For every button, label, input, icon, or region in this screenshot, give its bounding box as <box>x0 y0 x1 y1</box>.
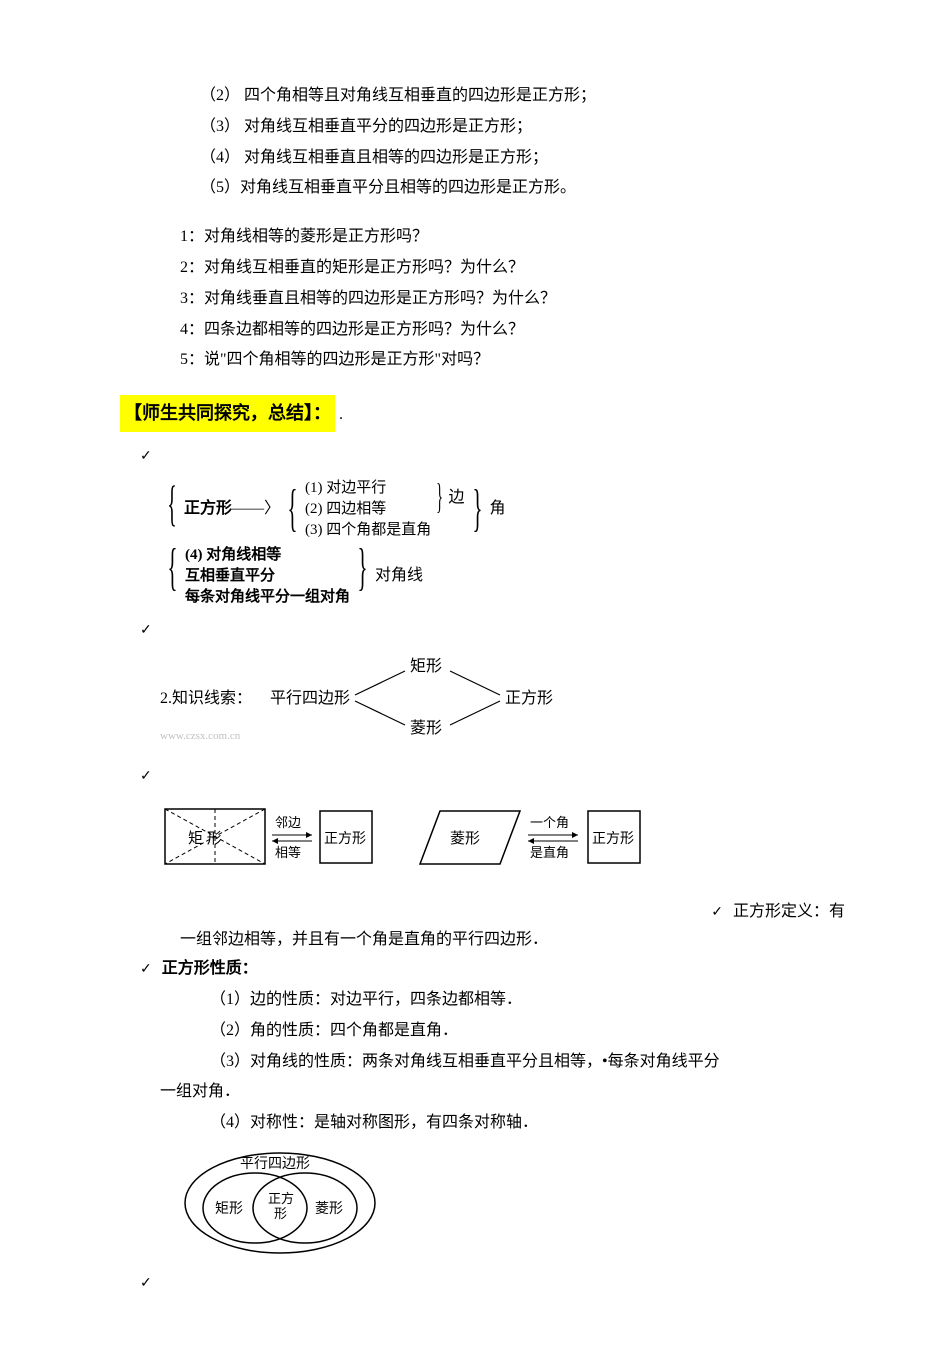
check-icon: ✓ <box>711 903 723 919</box>
rect-shape-label: 矩 形 <box>188 830 222 847</box>
rectangle-label: 矩形 <box>410 657 442 675</box>
check-row-1: ✓ <box>140 442 885 471</box>
is-right-label: 是直角 <box>530 845 569 860</box>
definition-title-row: ✓ 正方形定义：有 <box>120 898 845 927</box>
one-angle-label: 一个角 <box>530 815 569 830</box>
venn-outer-label: 平行四边形 <box>240 1156 310 1172</box>
statement-5: （5）对角线互相垂直平分且相等的四边形是正方形。 <box>200 174 885 203</box>
knowledge-prefix: 2.知识线索： <box>160 689 252 707</box>
equal-label: 相等 <box>275 845 301 860</box>
prop-5: 互相垂直平分 <box>185 566 350 587</box>
rhombus-label: 菱形 <box>410 719 442 737</box>
venn-center-label-2: 形 <box>274 1206 287 1221</box>
check-row-2: ✓ <box>140 616 885 645</box>
side-right-brace: } <box>436 480 443 512</box>
transform-svg: 矩 形 邻边 相等 正方形 菱形 一个角 是直角 正方形 <box>160 799 760 879</box>
prop-2: (2) 四边相等 <box>305 499 431 520</box>
property-3b: 一组对角． <box>160 1078 885 1107</box>
transform-diagram: 矩 形 邻边 相等 正方形 菱形 一个角 是直角 正方形 <box>160 799 885 890</box>
check-icon: ✓ <box>140 960 152 976</box>
section-title-highlight: 【师生共同探究，总结】： <box>120 395 335 431</box>
venn-right-label: 菱形 <box>315 1201 343 1217</box>
question-4: 4：四条边都相等的四边形是正方形吗？为什么？ <box>180 316 885 345</box>
angle-right-brace: } <box>472 486 482 533</box>
question-1: 1：对角线相等的菱形是正方形吗？ <box>180 223 885 252</box>
prop-1: (1) 对边平行 <box>305 478 431 499</box>
questions-block: 1：对角线相等的菱形是正方形吗？ 2：对角线互相垂直的矩形是正方形吗？为什么？ … <box>180 223 885 375</box>
statements-block: （2） 四个角相等且对角线互相垂直的四边形是正方形； （3） 对角线互相垂直平分… <box>200 82 885 203</box>
brace-root: 正方形 <box>184 495 232 524</box>
square-shape-label-1: 正方形 <box>324 831 366 847</box>
check-icon: ✓ <box>140 447 152 463</box>
properties-block-2: （4）对称性：是轴对称图形，有四条对称轴． <box>180 1109 885 1138</box>
inner-left-brace: { <box>288 486 298 533</box>
square-label: 正方形 <box>505 689 553 707</box>
angle-label: 角 <box>490 495 506 524</box>
property-1: （1）边的性质：对边平行，四条边都相等． <box>210 986 885 1015</box>
edge-props: (1) 对边平行 (2) 四边相等 (3) 四个角都是直角 <box>305 478 431 541</box>
brace-arrow: ——〉 <box>232 495 280 524</box>
check-row-3: ✓ <box>140 762 885 791</box>
check-row-bottom: ✓ <box>140 1269 885 1298</box>
diagonal-props: (4) 对角线相等 互相垂直平分 每条对角线平分一组对角 <box>185 545 350 608</box>
question-5: 5：说"四个角相等的四边形是正方形"对吗？ <box>180 346 885 375</box>
diag-left-brace: { <box>167 545 177 592</box>
check-icon: ✓ <box>140 621 152 637</box>
property-3a: （3）对角线的性质：两条对角线互相垂直平分且相等，•每条对角线平分 <box>210 1048 885 1077</box>
venn-diagram: 平行四边形 矩形 菱形 正方 形 <box>180 1148 885 1269</box>
diag-label: 对角线 <box>375 562 423 591</box>
knowledge-line-svg: 2.知识线索： 平行四边形 矩形 菱形 正方形 www.czsx.com.cn <box>160 653 640 743</box>
venn-center-label-1: 正方 <box>268 1191 294 1206</box>
check-icon: ✓ <box>140 767 152 783</box>
question-2: 2：对角线互相垂直的矩形是正方形吗？为什么？ <box>180 254 885 283</box>
square-shape-label-2: 正方形 <box>592 831 634 847</box>
question-3: 3：对角线垂直且相等的四边形是正方形吗？为什么？ <box>180 285 885 314</box>
definition-body: 一组邻边相等，并且有一个角是直角的平行四边形． <box>180 926 885 955</box>
statement-3: （3） 对角线互相垂直平分的四边形是正方形； <box>200 113 885 142</box>
statement-2: （2） 四个角相等且对角线互相垂直的四边形是正方形； <box>200 82 885 111</box>
rhombus-shape-label: 菱形 <box>450 830 480 847</box>
adj-side-label: 邻边 <box>275 815 301 830</box>
brace-diagram-1: { 正方形 ——〉 { (1) 对边平行 (2) 四边相等 (3) 四个角都是直… <box>160 478 885 608</box>
parallelogram-label: 平行四边形 <box>270 689 350 707</box>
prop-3: (3) 四个角都是直角 <box>305 520 431 541</box>
property-2: （2）角的性质：四个角都是直角． <box>210 1017 885 1046</box>
venn-svg: 平行四边形 矩形 菱形 正方 形 <box>180 1148 380 1258</box>
statement-4: （4） 对角线互相垂直且相等的四边形是正方形； <box>200 144 885 173</box>
check-icon: ✓ <box>140 1274 152 1290</box>
diag-right-brace: } <box>357 545 367 592</box>
section-title-dot: . <box>339 406 343 423</box>
definition-title: 正方形定义：有 <box>733 903 845 920</box>
properties-block: （1）边的性质：对边平行，四条边都相等． （2）角的性质：四个角都是直角． （3… <box>180 986 885 1076</box>
properties-title: 正方形性质： <box>162 960 258 977</box>
section-title-row: 【师生共同探究，总结】： . <box>120 395 885 431</box>
prop-4: (4) 对角线相等 <box>185 545 350 566</box>
properties-title-row: ✓ 正方形性质： <box>140 955 885 984</box>
knowledge-line-diagram: 2.知识线索： 平行四边形 矩形 菱形 正方形 www.czsx.com.cn <box>160 653 885 754</box>
venn-left-label: 矩形 <box>215 1201 243 1217</box>
outer-left-brace: { <box>167 478 177 528</box>
watermark-text: www.czsx.com.cn <box>160 730 241 742</box>
prop-6: 每条对角线平分一组对角 <box>185 587 350 608</box>
property-4: （4）对称性：是轴对称图形，有四条对称轴． <box>210 1109 885 1138</box>
side-label: 边 <box>449 484 465 513</box>
